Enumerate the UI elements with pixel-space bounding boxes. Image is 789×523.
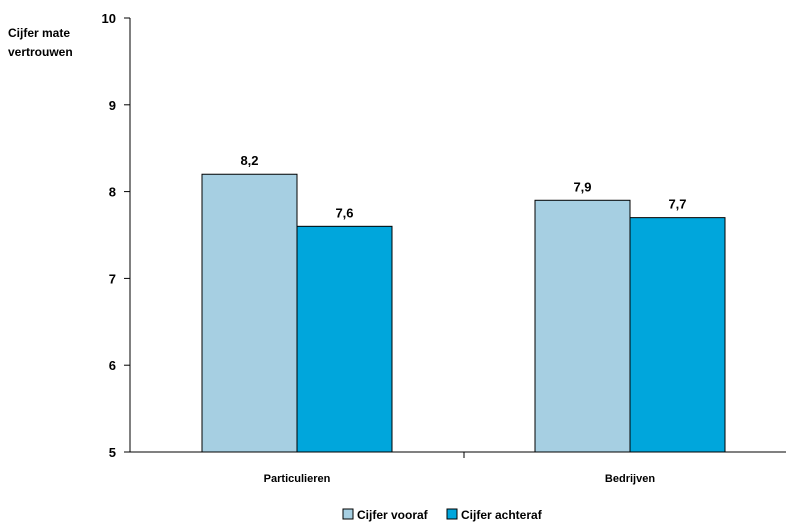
legend-swatch (446, 508, 458, 520)
legend-label: Cijfer vooraf (357, 508, 429, 522)
data-label: 7,7 (668, 197, 686, 212)
data-label: 7,6 (335, 205, 353, 220)
y-tick-label: 10 (102, 11, 116, 26)
y-tick-label: 5 (109, 445, 116, 460)
y-tick-label: 6 (109, 358, 116, 373)
category-label: Bedrijven (605, 473, 655, 485)
bar-vooraf-bedrijven (534, 199, 631, 453)
legend-label: Cijfer achteraf (461, 508, 543, 522)
bar-achteraf-bedrijven (629, 217, 726, 453)
data-label: 7,9 (573, 179, 591, 194)
y-ticks: 5 6 7 8 9 10 (102, 11, 130, 460)
y-axis-label-line-1: Cijfer mate (8, 26, 70, 40)
legend-swatch (342, 508, 354, 520)
y-tick-label: 7 (109, 271, 116, 286)
bar-achteraf-particulieren (296, 225, 393, 453)
legend: Cijfer vooraf Cijfer achteraf (342, 508, 543, 522)
y-tick-label: 8 (109, 185, 116, 200)
y-tick-label: 9 (109, 98, 116, 113)
bar-vooraf-particulieren (201, 173, 298, 453)
data-label: 8,2 (240, 153, 258, 168)
y-axis-label-line-2: vertrouwen (8, 45, 73, 59)
category-label: Particulieren (264, 473, 331, 485)
category-labels: Particulieren Bedrijven (264, 473, 656, 485)
data-labels: 8,2 7,6 7,9 7,7 (240, 153, 686, 220)
bars (201, 173, 726, 453)
